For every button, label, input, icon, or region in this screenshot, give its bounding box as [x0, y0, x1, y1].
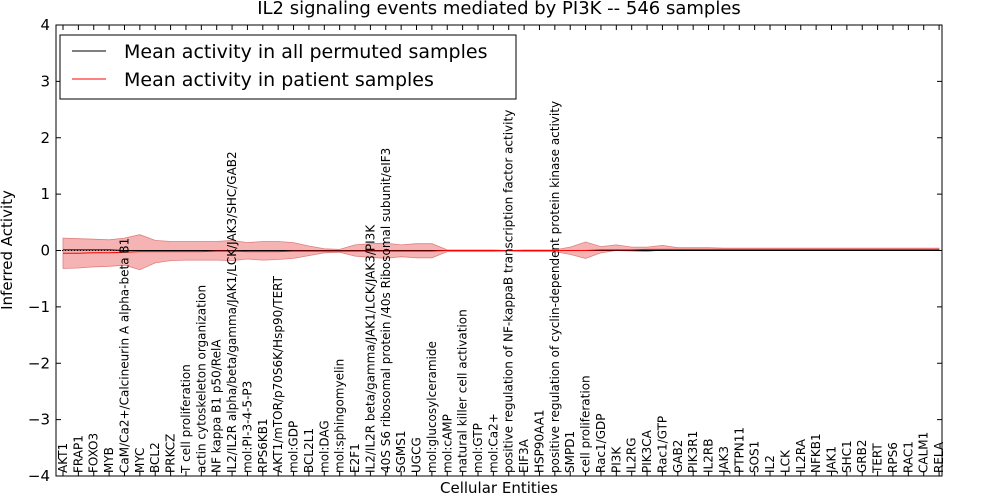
x-category-label: SMPD1 — [563, 431, 577, 473]
x-category-label: PIK3CA — [640, 429, 654, 473]
x-category-label: LCK — [778, 449, 792, 473]
x-category-label: mol:glucosylceramide — [425, 341, 439, 473]
legend-label-permuted: Mean activity in all permuted samples — [124, 41, 487, 63]
x-category-label: HSP90AA1 — [533, 409, 547, 473]
x-category-label: PTPN11 — [732, 427, 746, 473]
x-category-label: GAB2 — [671, 440, 685, 473]
y-tick-label: 2 — [40, 129, 50, 147]
x-category-label: mol:DAG — [317, 420, 331, 473]
x-category-label: CALM1 — [917, 432, 931, 473]
series-line-patient — [63, 248, 940, 254]
x-category-label: IL2/IL2R beta/gamma/JAK1/LCK/JAK3/PI3K — [363, 224, 377, 473]
x-category-label: BCL2 — [148, 442, 162, 473]
x-category-label: AKT1 — [56, 443, 70, 473]
x-category-label: IL2RG — [625, 438, 639, 474]
x-category-label: GRB2 — [855, 439, 869, 473]
x-category-label: BCL2L1 — [302, 428, 316, 473]
y-tick-label: 4 — [40, 16, 50, 34]
x-category-label: actin cytoskeleton organization — [194, 285, 208, 473]
x-category-label: mol:PI-3-4-5-P3 — [240, 381, 254, 473]
x-category-label: CaM/Ca2+/Calcineurin A alpha-beta B1 — [118, 238, 132, 473]
x-category-label: PIK3R1 — [686, 431, 700, 473]
x-category-label: 40S S6 ribosomal protein /40s Ribosomal … — [379, 148, 393, 473]
y-tick-label: 3 — [40, 72, 50, 90]
x-category-label: IL2RB — [702, 439, 716, 473]
x-category-label: mol:GTP — [471, 423, 485, 473]
x-axis-title: Cellular Entities — [440, 479, 558, 497]
y-axis-title: Inferred Activity — [0, 190, 16, 310]
x-category-label: E2F1 — [348, 443, 362, 473]
x-category-label: positive regulation of NF-kappaB transcr… — [502, 110, 516, 473]
series-line-layer — [63, 248, 940, 254]
x-category-label: RELA — [932, 441, 946, 473]
x-category-label: JAK3 — [717, 446, 731, 474]
y-tick-label: −4 — [28, 467, 50, 485]
x-category-label: JAK1 — [825, 446, 839, 474]
x-axis: AKT1 FRAP1 FOXO3 MYB CaM/Ca2+/Calcineurin A … — [56, 25, 946, 476]
x-category-label: cell proliferation — [579, 375, 593, 473]
x-category-label: AKT1/mTOR/p70S6K/Hsp90/TERT — [271, 275, 285, 473]
y-tick-label: 1 — [40, 185, 50, 203]
x-category-label: IL2RA — [794, 438, 808, 473]
x-category-label: SHC1 — [840, 440, 854, 473]
x-category-label: NFKB1 — [809, 433, 823, 473]
y-tick-label: −3 — [28, 411, 50, 429]
x-category-label: mol:cAMP — [440, 414, 454, 473]
x-category-label: natural killer cell activation — [456, 309, 470, 473]
x-category-label: mol:GDP — [287, 421, 301, 473]
x-category-label: RPS6 — [886, 442, 900, 473]
x-category-label: mol:sphingomyelin — [333, 359, 347, 473]
legend-box — [59, 34, 517, 100]
x-category-label: PI3K — [609, 446, 623, 473]
legend-label-patient: Mean activity in patient samples — [124, 69, 434, 91]
x-category-label: MYB — [102, 447, 116, 473]
x-category-label: SGMS1 — [394, 430, 408, 473]
y-tick-label: −1 — [28, 298, 50, 316]
x-category-label: NF kappa B1 p50/RelA — [210, 339, 224, 473]
x-category-label: FRAP1 — [71, 435, 85, 473]
x-category-label: SOS1 — [748, 441, 762, 473]
x-category-label: Rac1/GTP — [655, 416, 669, 473]
x-category-label: MYC — [133, 448, 147, 473]
x-category-label: PRKCZ — [164, 434, 178, 473]
x-category-label: mol:Ca2+ — [486, 413, 500, 473]
x-category-label: IL2/IL2R alpha/beta/gamma/JAK1/LCK/JAK3/… — [225, 151, 239, 473]
x-category-label: FOXO3 — [87, 433, 101, 473]
x-category-label: RPS6KB1 — [256, 418, 270, 473]
x-category-label: TERT — [871, 443, 885, 474]
y-tick-label: 0 — [40, 242, 50, 260]
x-category-label: IL2 — [763, 455, 777, 473]
x-category-label: EIF3A — [517, 438, 531, 473]
y-tick-label: −2 — [28, 354, 50, 372]
chart-title: IL2 signaling events mediated by PI3K --… — [257, 0, 741, 19]
y-axis: −4 −3 −2 −1 0 1 2 3 4 — [28, 16, 942, 485]
x-category-label: Rac1/GDP — [594, 414, 608, 473]
x-category-label: RAC1 — [901, 441, 915, 473]
legend: Mean activity in all permuted samples Me… — [59, 34, 517, 100]
x-category-label: UGCG — [410, 437, 424, 473]
x-category-label: positive regulation of cyclin-dependent … — [548, 101, 562, 473]
x-category-label: T cell proliferation — [179, 364, 193, 474]
